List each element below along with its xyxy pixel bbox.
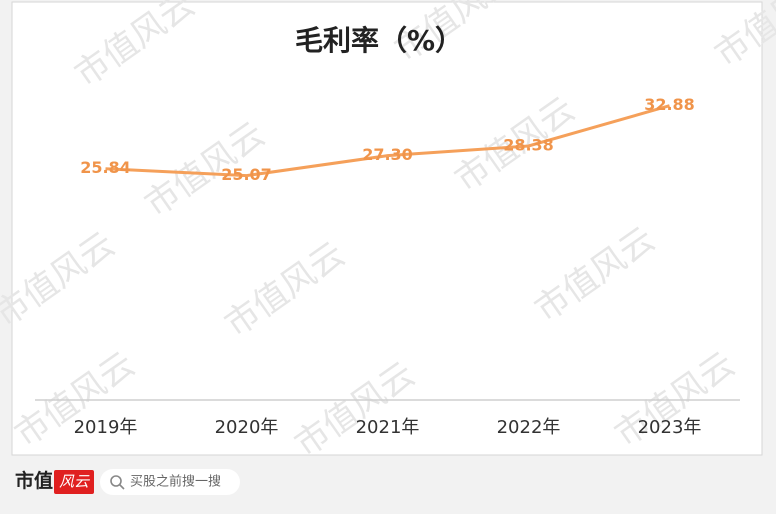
- logo: 风云: [59, 473, 90, 491]
- logo-box: [54, 470, 94, 494]
- x-tick-label: 2019年: [74, 417, 138, 438]
- x-tick-label: 2022年: [497, 417, 561, 438]
- data-label: 28.38: [503, 135, 554, 154]
- data-label: 25.84: [80, 158, 131, 177]
- chart-title: 毛利率（%）: [295, 24, 463, 57]
- line: [105, 104, 670, 178]
- data-label: 32.88: [644, 95, 695, 114]
- x-tick-label: 2021年: [356, 417, 420, 438]
- chart-frame: [11, 1, 763, 456]
- plot: 2019年 25.84 2020年 25.07 2021年 27.30 2022年 28.38…: [74, 95, 702, 438]
- search-box[interactable]: [100, 469, 240, 495]
- search-icon: [110, 475, 122, 487]
- brand: 市值: [15, 469, 53, 492]
- search-icon-handle: [119, 484, 125, 490]
- x-tick-label: 2023年: [638, 417, 702, 438]
- data-label: 25.07: [221, 165, 272, 184]
- search-text: 买股之前搜一搜: [130, 474, 221, 490]
- x-tick-label: 2020年: [215, 417, 279, 438]
- data-label: 27.30: [362, 145, 413, 164]
